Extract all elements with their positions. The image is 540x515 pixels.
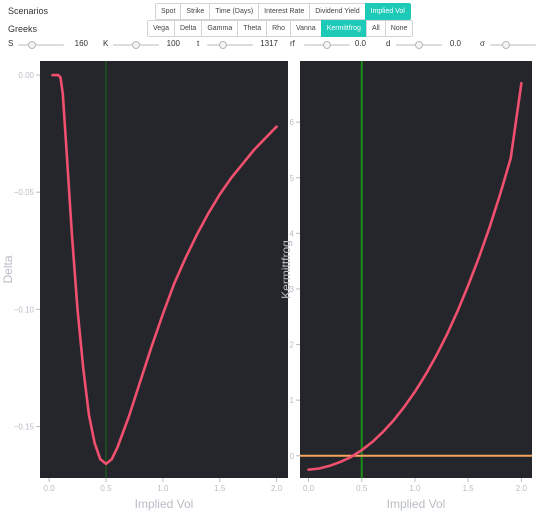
slider-value-rf: 0.0 [354,39,366,48]
slider-value-k: 100 [166,39,180,48]
slider-track-rf[interactable] [304,41,350,49]
slider-value-s: 160 [74,39,88,48]
greeks-label: Greeks [8,24,38,34]
kermittfrog-xtick-label: 0.5 [356,484,368,493]
scenario-button-spot[interactable]: Spot [155,3,182,20]
slider-label-sigma: σ [480,39,485,48]
slider-label-d: d [386,39,391,48]
kermittfrog-xtick-label: 0.0 [303,484,315,493]
slider-track-s[interactable] [18,41,64,49]
greek-button-none[interactable]: None [384,20,414,37]
greek-button-all[interactable]: All [365,20,386,37]
slider-thumb-d[interactable] [415,41,423,49]
kermittfrog-xtick-label: 2.0 [516,484,528,493]
greek-button-delta[interactable]: Delta [173,20,203,37]
delta-xtick-label: 1.5 [214,484,226,493]
delta-xtick-label: 2.0 [271,484,283,493]
plots-area: 0.0 0.5 1.0 1.5 2.00.00−0.05−0.10−0.15Implie… [0,56,540,515]
scenarios-button-group: Spot Strike Time (Days) Interest Rate Divide… [155,3,411,20]
slider-thumb-s[interactable] [27,41,36,49]
slider-label-s: S [8,39,14,48]
delta-xaxis-title: Implied Vol [135,497,194,511]
greek-button-rho[interactable]: Rho [266,20,291,37]
delta-curve [51,73,278,466]
delta-ytick-label: −0.10 [14,305,35,314]
kermittfrog-xtick-label: 1.5 [463,484,475,493]
greek-button-gamma[interactable]: Gamma [201,20,239,37]
kermittfrog-ytick-label: 5 [290,174,295,183]
scenario-button-dividend-yield[interactable]: Dividend Yield [309,3,366,20]
kermittfrog-ytick-label: 3 [290,285,295,294]
delta-chart: 0.0 0.5 1.0 1.5 2.0 0.00 −0.05 −0.10 −0.15 Implie… [1,61,288,511]
delta-ytick-label: 0.00 [18,71,34,80]
scenario-button-strike[interactable]: Strike [180,3,211,20]
scenario-button-interest-rate[interactable]: Interest Rate [258,3,311,20]
kermittfrog-xaxis-title: Implied Vol [387,497,446,511]
kermittfrog-plot-background [300,61,532,478]
kermittfrog-ytick-label: 6 [290,118,295,127]
slider-track-t[interactable] [207,41,253,49]
slider-track-d[interactable] [396,41,442,49]
delta-xtick-label: 1.0 [157,484,169,493]
slider-label-k: K [103,39,109,48]
scenario-button-implied-vol[interactable]: Implied Vol [364,3,411,20]
delta-xtick-label: 0.0 [44,484,56,493]
delta-plot-background [40,61,288,478]
kermittfrog-ytick-label: 0 [290,452,295,461]
delta-xtick-label: 0.5 [100,484,112,493]
greek-button-kermittfrog[interactable]: Kermittfrog [320,20,367,37]
kermittfrog-ytick-label: 4 [290,229,295,238]
kermittfrog-ytick-label: 2 [290,341,295,350]
delta-ytick-label: −0.05 [14,188,35,197]
slider-label-rf: rf [290,39,295,48]
slider-thumb-k[interactable] [132,41,140,49]
slider-thumb-rf[interactable] [323,41,331,49]
slider-thumb-t[interactable] [219,41,228,49]
slider-thumb-sigma[interactable] [502,41,511,49]
slider-value-d: 0.0 [449,39,461,48]
delta-yaxis-title: Delta [1,255,15,283]
scenarios-label: Scenarios [8,6,49,16]
greek-button-vega[interactable]: Vega [147,20,175,37]
greek-button-vanna[interactable]: Vanna [289,20,322,37]
greek-button-theta[interactable]: Theta [237,20,268,37]
slider-value-t: 1317 [260,39,278,48]
kermittfrog-curve [307,81,523,471]
slider-track-sigma[interactable] [490,41,536,49]
greeks-button-group: Vega Delta Gamma Theta Rho Vanna Kermittfrog Al… [147,20,414,37]
slider-label-t: t [197,39,200,48]
kermittfrog-xtick-label: 1.0 [409,484,421,493]
kermittfrog-ytick-label: 1 [290,396,295,405]
slider-row: S 160 K 100 t 1317 rf 0.0 d 0.0 σ [0,39,540,51]
kermittfrog-chart: 0.0 0.5 1.0 1.5 2.0 0 1 2 3 4 5 6 Implied Vol Kermitt… [279,61,532,511]
kermittfrog-yaxis-title: Kermittfrog [279,240,293,299]
slider-track-k[interactable] [113,41,159,49]
scenario-button-time-days[interactable]: Time (Days) [209,3,260,20]
delta-ytick-label: −0.15 [14,422,35,431]
